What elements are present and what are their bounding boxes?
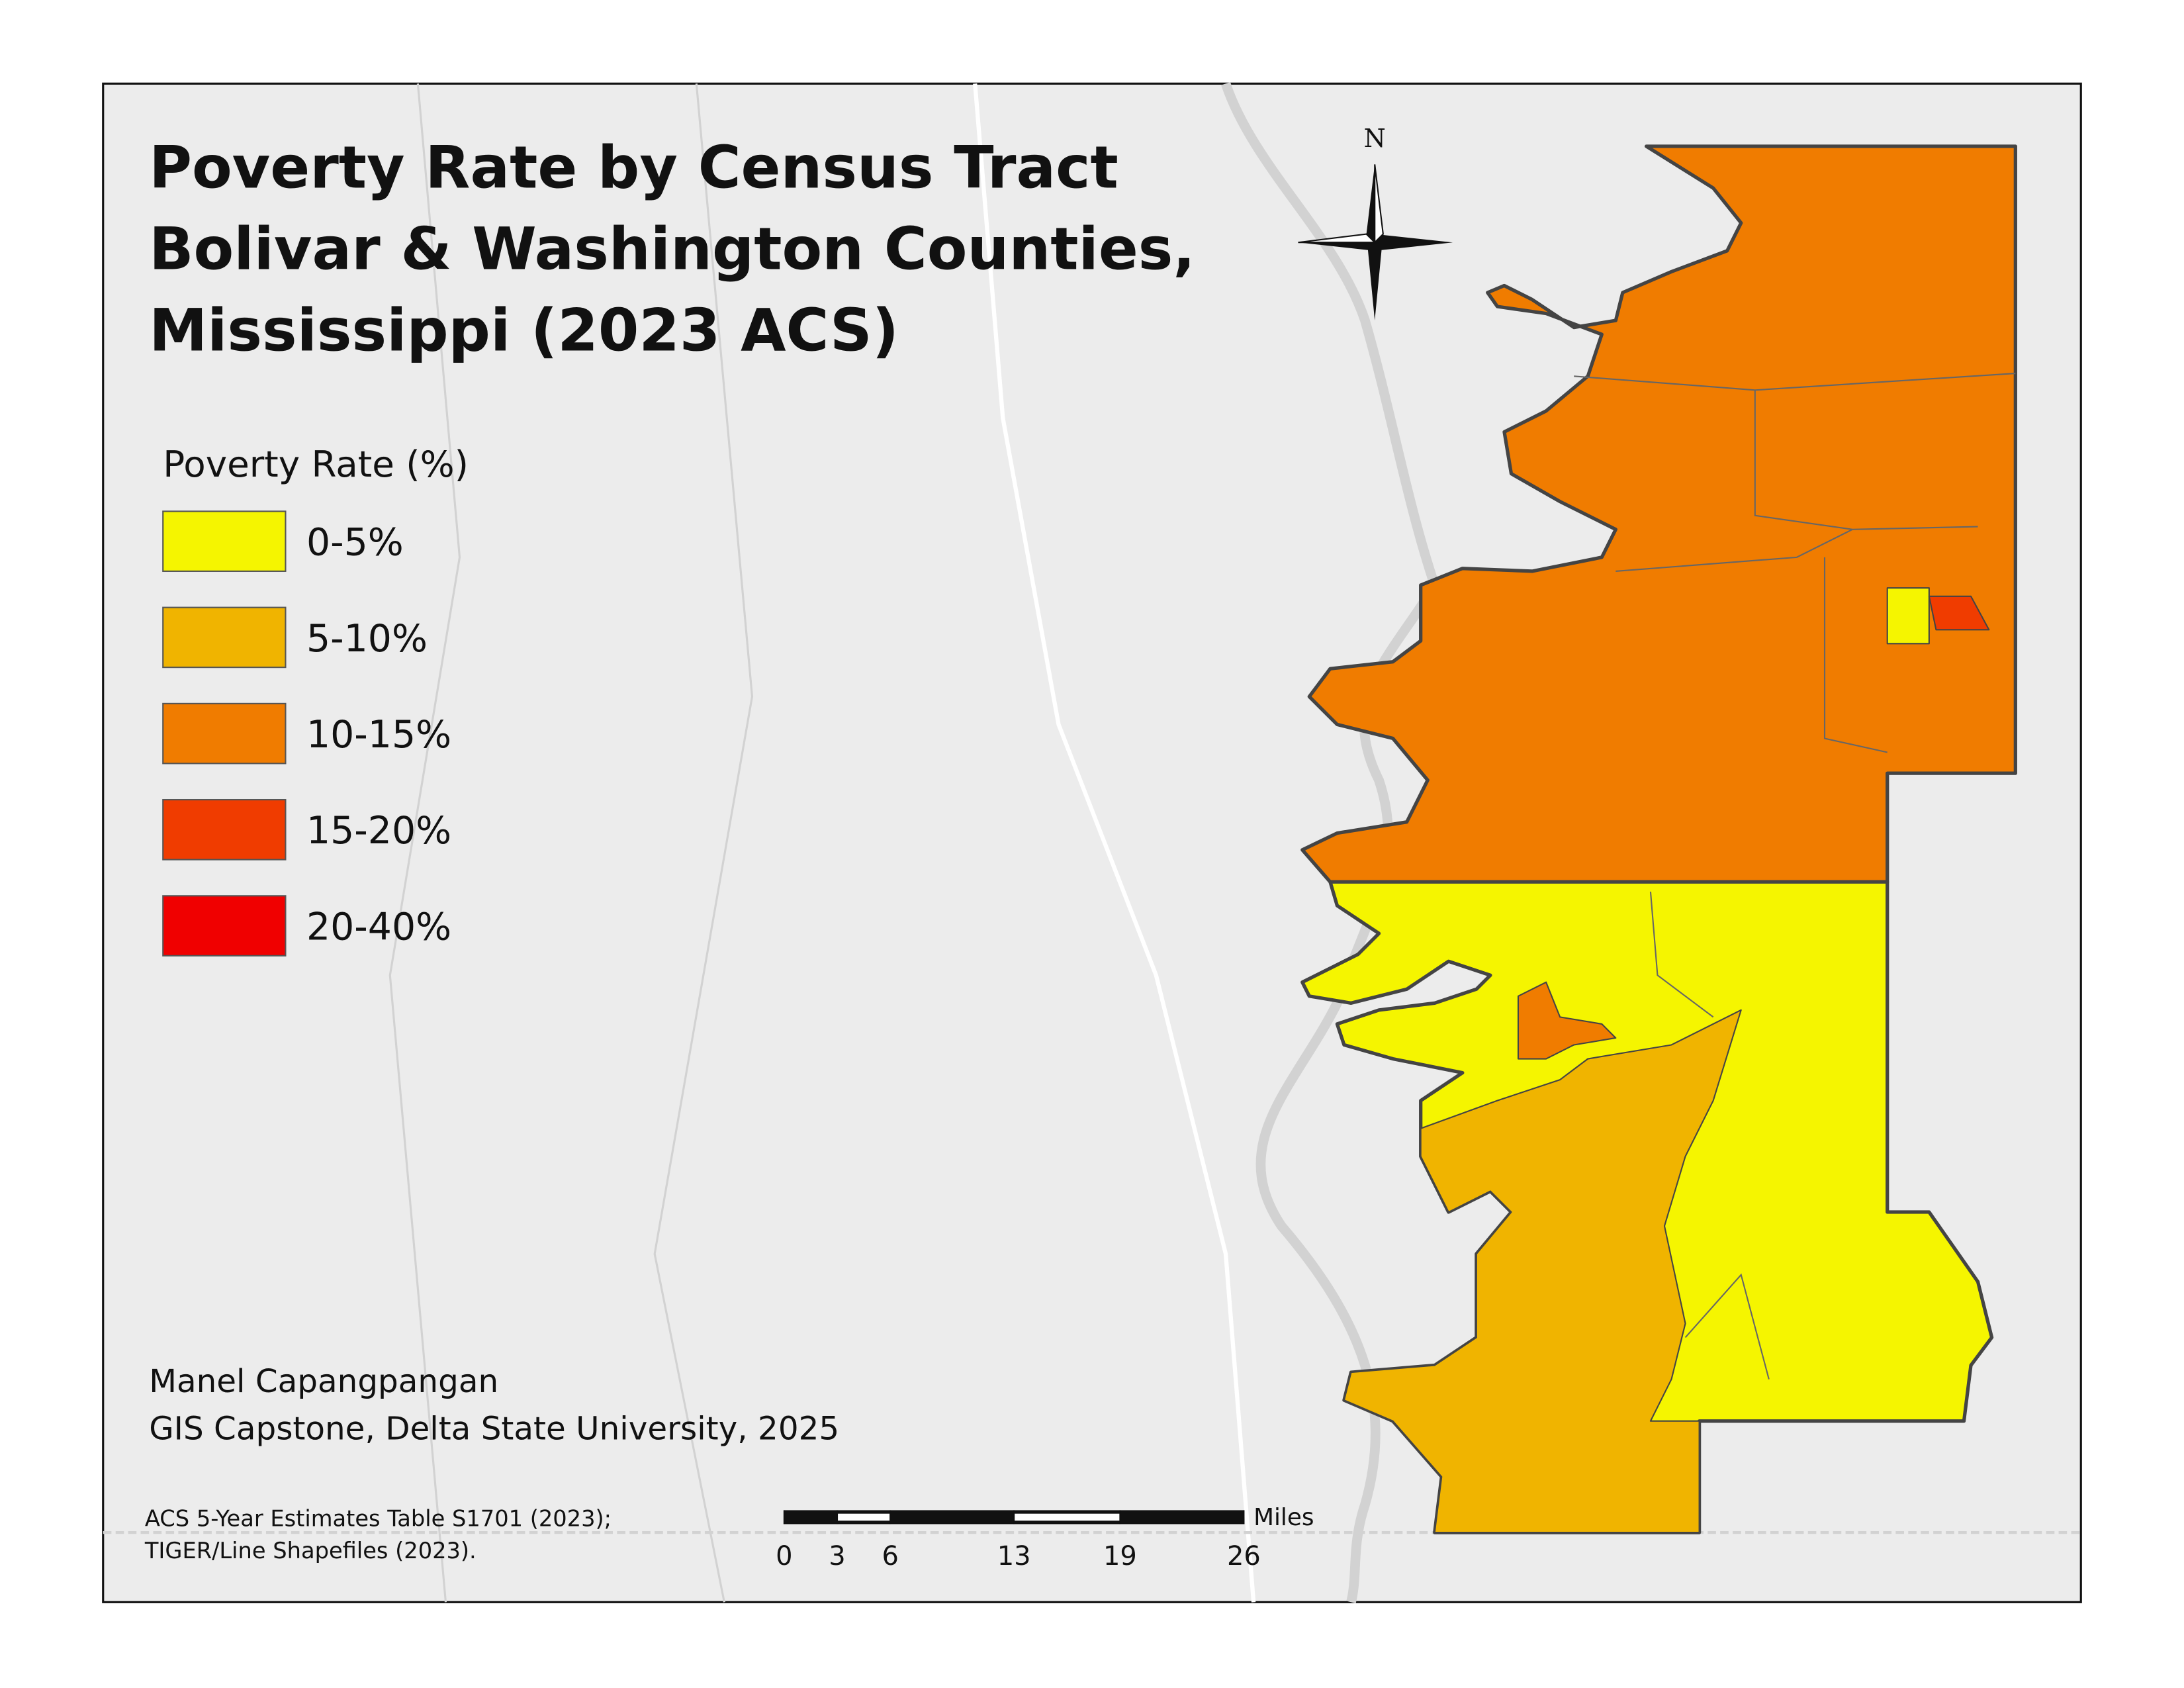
legend-label: 20-40%: [306, 905, 451, 949]
scale-label: 26: [1227, 1541, 1261, 1571]
scale-label: 3: [829, 1541, 845, 1571]
map-title: Mississippi (2023 ACS): [149, 297, 899, 365]
tract-group: [1517, 981, 1617, 1060]
tract-lines: [1574, 373, 2016, 1380]
tract-group: [1928, 595, 1990, 631]
legend-swatch: [162, 895, 287, 957]
scale-label: 0: [776, 1541, 792, 1571]
road: [973, 83, 1256, 1603]
source-text: ACS 5-Year Estimates Table S1701 (2023);: [145, 1506, 612, 1532]
north-arrow: N: [1298, 124, 1453, 321]
author-text: Manel Capangpangan: [149, 1363, 498, 1400]
road: [388, 83, 754, 1603]
legend-swatch: [162, 510, 287, 572]
author-text: GIS Capstone, Delta State University, 20…: [149, 1410, 839, 1447]
legend-swatch: [162, 799, 287, 861]
scale-label: 19: [1103, 1541, 1137, 1571]
tract-group: [1343, 1009, 1742, 1534]
legend-swatch: [162, 702, 287, 765]
legend-label: 5-10%: [306, 617, 428, 661]
legend-title: Poverty Rate (%): [163, 443, 469, 485]
north-star-light: [1298, 164, 1384, 244]
scale-unit: Miles: [1253, 1504, 1314, 1531]
scale-segment: [837, 1513, 891, 1521]
tract-boundary: [1574, 373, 2016, 1380]
scale-label: 6: [882, 1541, 898, 1571]
legend-label: 0-5%: [306, 521, 404, 565]
scale-segment: [1014, 1513, 1120, 1521]
counties: [1300, 144, 2017, 1534]
legend-label: 10-15%: [306, 713, 451, 757]
map-title: Poverty Rate by Census Tract: [149, 133, 1118, 201]
source-text: TIGER/Line Shapefiles (2023).: [144, 1538, 477, 1564]
north-label: N: [1364, 124, 1386, 153]
legend-label: 15-20%: [306, 809, 451, 853]
tract-group: [1886, 587, 1930, 645]
legend-swatch: [162, 606, 287, 669]
bolivar-county: [1300, 144, 2017, 884]
scale-label: 13: [997, 1541, 1031, 1571]
map-title: Bolivar & Washington Counties,: [149, 214, 1195, 283]
